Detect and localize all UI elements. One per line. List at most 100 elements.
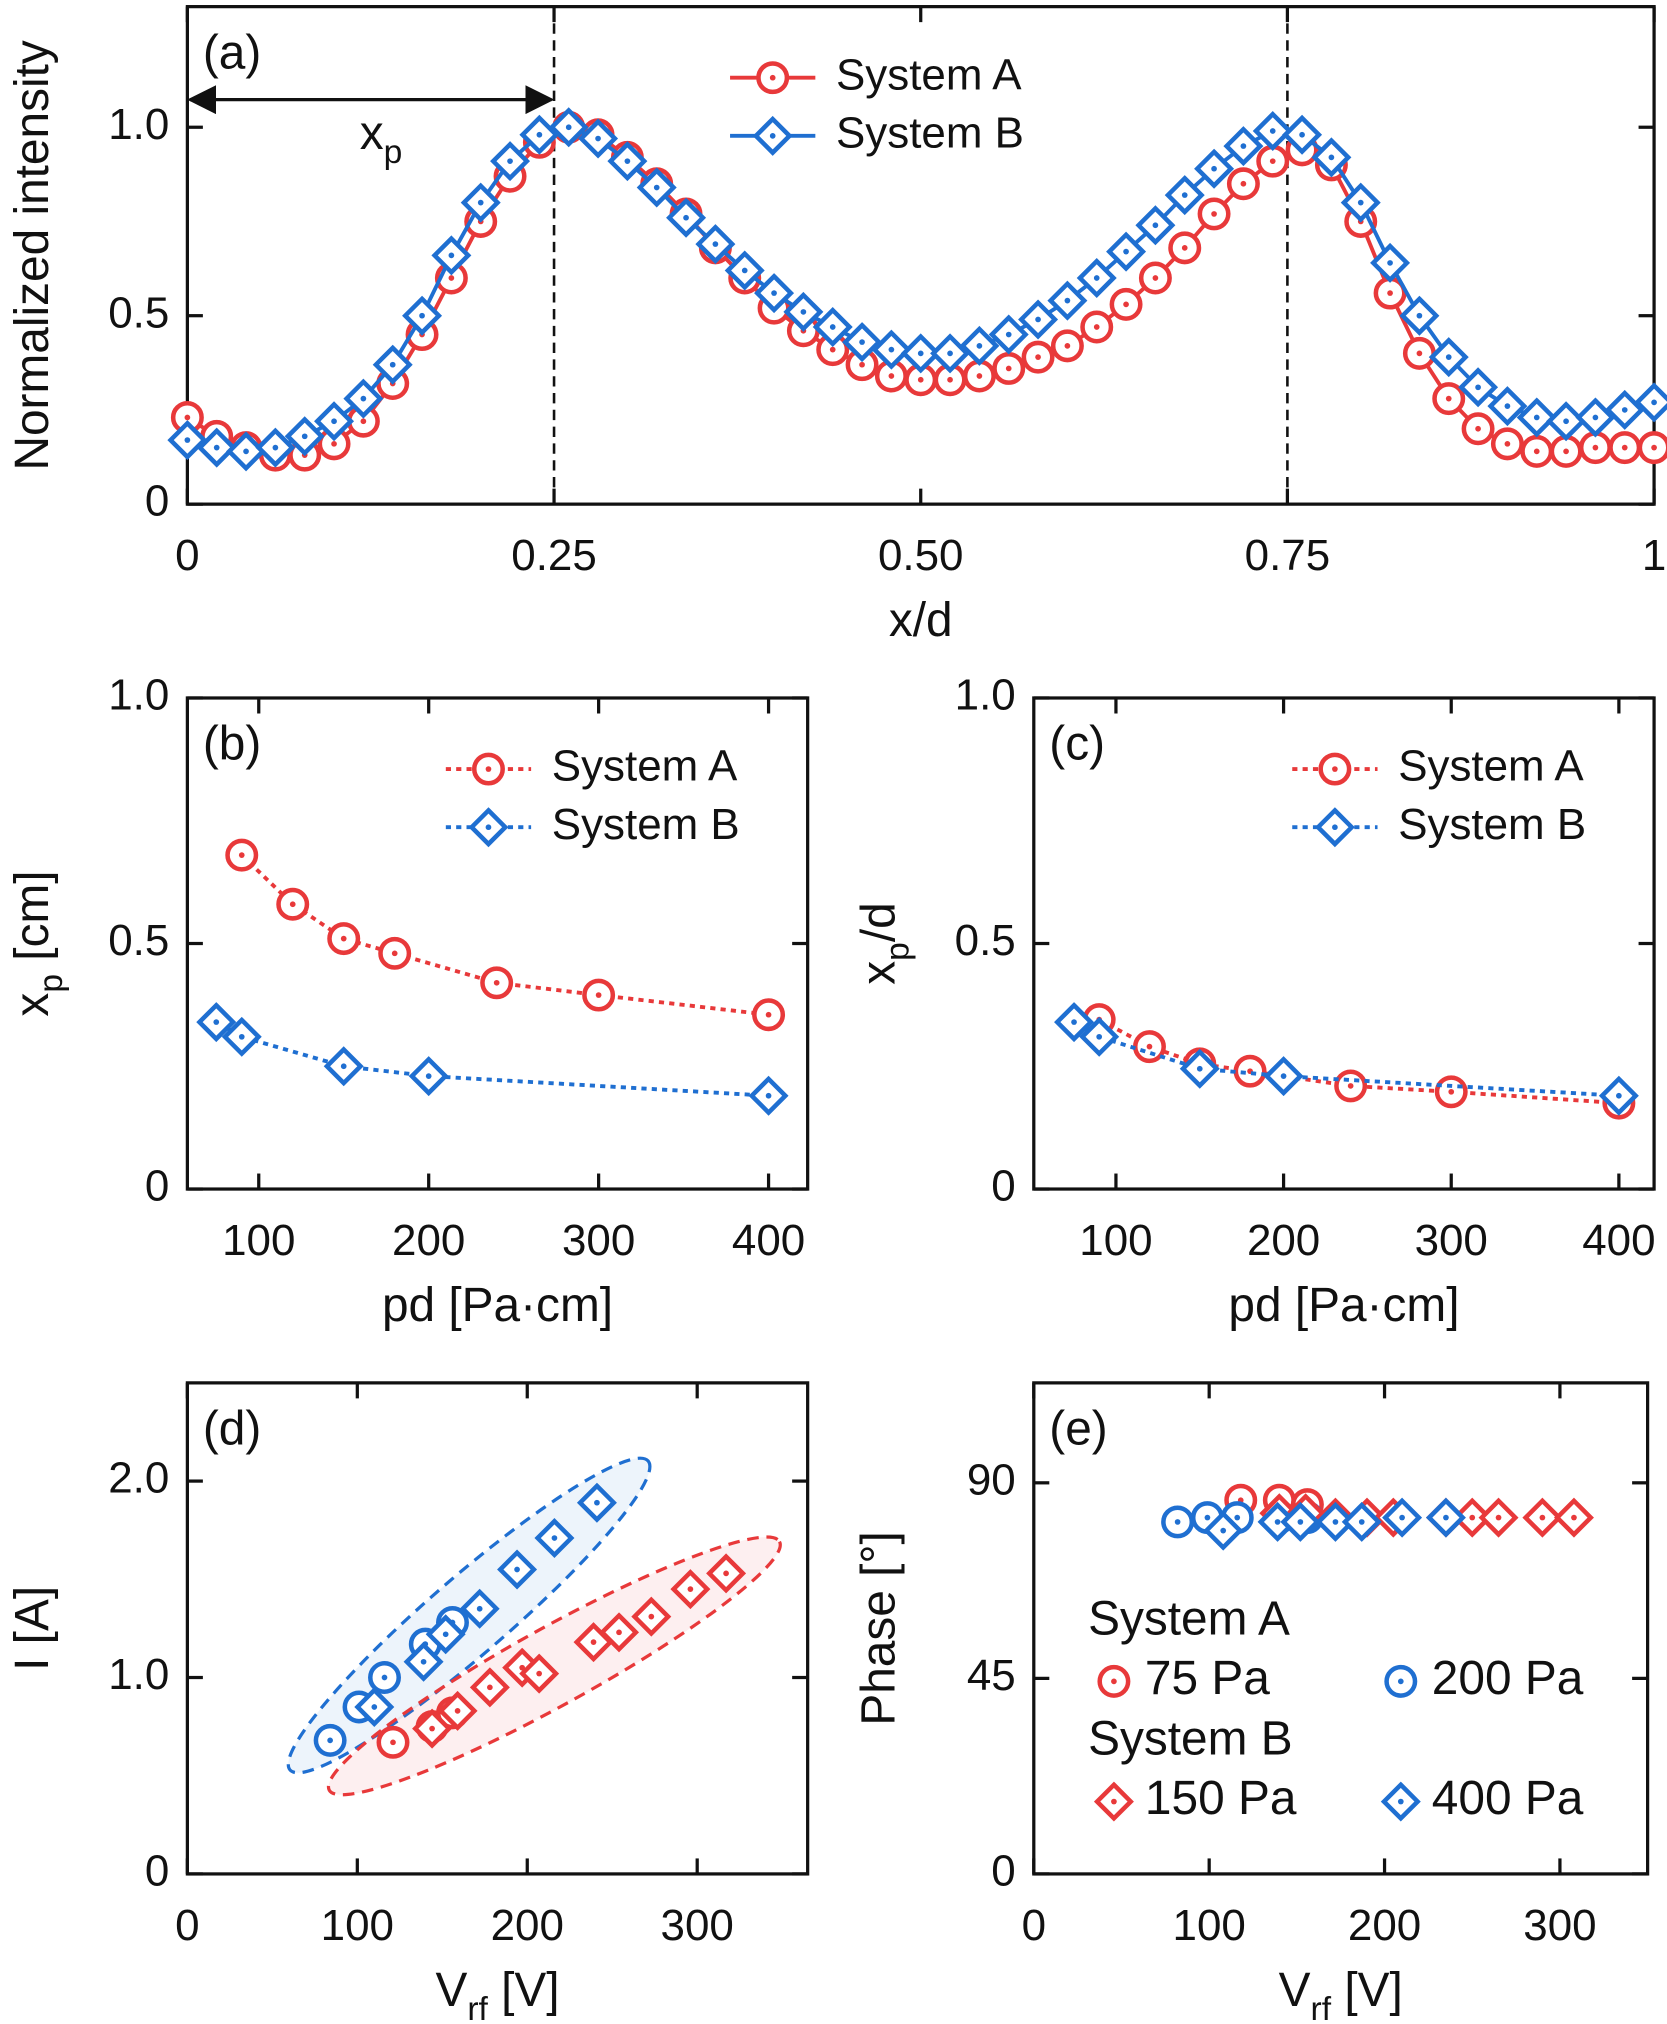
x-tick-label: 0.25 bbox=[511, 531, 597, 580]
marker bbox=[1093, 1781, 1134, 1822]
marker-dot bbox=[1539, 1514, 1546, 1521]
marker bbox=[519, 1653, 560, 1694]
x-axis-label: x/d bbox=[889, 594, 953, 647]
y-axis-label-part: I [A] bbox=[6, 1586, 59, 1671]
marker-dot bbox=[1299, 131, 1305, 138]
marker bbox=[1161, 1505, 1195, 1539]
marker-dot bbox=[1347, 1083, 1354, 1089]
marker-dot bbox=[1328, 154, 1335, 161]
marker bbox=[756, 61, 790, 95]
marker bbox=[1516, 397, 1557, 438]
marker-dot bbox=[683, 214, 689, 221]
marker bbox=[1341, 1501, 1382, 1542]
x-tick-label: 0 bbox=[1022, 1901, 1046, 1950]
marker bbox=[1168, 231, 1202, 265]
marker bbox=[1549, 434, 1583, 468]
x-tick-label: 300 bbox=[1523, 1901, 1596, 1950]
panel-label: (d) bbox=[203, 1403, 261, 1456]
marker-dot bbox=[1181, 192, 1188, 198]
marker bbox=[1487, 386, 1528, 427]
marker-dot bbox=[391, 950, 398, 957]
marker bbox=[752, 115, 793, 156]
legend-group-title: System A bbox=[1088, 1593, 1290, 1646]
marker bbox=[1233, 1054, 1267, 1088]
x-tick-label: 0.50 bbox=[878, 531, 964, 580]
marker bbox=[1434, 1075, 1468, 1109]
marker-dot bbox=[1093, 324, 1100, 330]
marker-dot bbox=[184, 437, 191, 443]
marker bbox=[519, 114, 560, 155]
y-tick-label: 0 bbox=[991, 1162, 1015, 1211]
marker-dot bbox=[1563, 448, 1569, 455]
marker-dot bbox=[454, 1708, 461, 1714]
x-tick-label: 400 bbox=[1582, 1216, 1655, 1265]
marker bbox=[534, 1518, 575, 1559]
marker bbox=[1637, 431, 1667, 465]
marker-dot bbox=[420, 1658, 427, 1665]
x-axis-label-part: x/d bbox=[889, 594, 953, 647]
y-axis-label-part: Normalized intensity bbox=[6, 40, 59, 470]
marker bbox=[167, 420, 208, 461]
marker-dot bbox=[1093, 275, 1100, 281]
marker-dot bbox=[419, 312, 425, 319]
marker bbox=[468, 807, 509, 848]
marker bbox=[1490, 427, 1524, 461]
marker-dot bbox=[536, 131, 543, 138]
marker bbox=[1109, 287, 1143, 321]
marker-dot bbox=[1504, 440, 1511, 447]
marker bbox=[1132, 1030, 1166, 1064]
legend-label: 75 Pa bbox=[1145, 1652, 1270, 1705]
y-axis-label: Phase [°] bbox=[852, 1531, 905, 1725]
marker-dot bbox=[1651, 444, 1657, 451]
marker bbox=[412, 1708, 453, 1749]
marker-dot bbox=[829, 324, 836, 330]
y-axis-label: Normalized intensity bbox=[6, 40, 59, 470]
marker bbox=[670, 1569, 711, 1610]
marker bbox=[1452, 1497, 1493, 1538]
y-axis-label-part: x bbox=[6, 993, 59, 1017]
marker-dot bbox=[1563, 418, 1569, 425]
marker-dot bbox=[1035, 354, 1041, 360]
plot-frame bbox=[185, 1381, 810, 1876]
legend-label: System B bbox=[1398, 800, 1586, 849]
marker bbox=[196, 1002, 237, 1043]
legend-label: System A bbox=[552, 742, 738, 791]
marker bbox=[1018, 299, 1059, 340]
marker-dot bbox=[1358, 1519, 1365, 1525]
marker-dot bbox=[1035, 316, 1041, 323]
y-tick-label: 2.0 bbox=[108, 1454, 169, 1503]
panel-label: (b) bbox=[203, 718, 261, 771]
annotation-part: x bbox=[360, 106, 384, 159]
marker-dot bbox=[1220, 1527, 1227, 1534]
x-tick-label: 0.75 bbox=[1245, 531, 1331, 580]
y-tick-label: 1.0 bbox=[108, 1650, 169, 1699]
marker-dot bbox=[442, 1631, 449, 1638]
marker-dot bbox=[1616, 1092, 1622, 1099]
marker bbox=[1223, 126, 1264, 167]
marker bbox=[1634, 382, 1667, 423]
y-axis-label-part: x bbox=[852, 961, 905, 985]
marker bbox=[459, 1588, 500, 1629]
marker bbox=[631, 1596, 672, 1637]
marker-dot bbox=[1387, 260, 1393, 266]
marker bbox=[1340, 182, 1381, 223]
marker-dot bbox=[1146, 1043, 1153, 1050]
panel-label: (a) bbox=[203, 26, 261, 79]
marker bbox=[1575, 397, 1616, 438]
marker-dot bbox=[1111, 1678, 1117, 1685]
marker-dot bbox=[1269, 128, 1276, 134]
marker-dot bbox=[493, 979, 500, 986]
marker-dot bbox=[1469, 1514, 1476, 1521]
y-axis-label-part: [cm] bbox=[6, 870, 59, 974]
x-axis-label-part: pd [Pa·cm] bbox=[1228, 1279, 1459, 1332]
x-tick-label: 300 bbox=[661, 1901, 734, 1950]
marker-dot bbox=[1269, 158, 1276, 165]
marker-dot bbox=[487, 1684, 493, 1691]
marker bbox=[1282, 114, 1323, 155]
marker bbox=[1546, 401, 1587, 442]
marker-dot bbox=[477, 199, 484, 206]
marker-dot bbox=[429, 1725, 435, 1732]
marker-dot bbox=[1475, 384, 1481, 391]
marker-dot bbox=[1071, 1019, 1077, 1025]
marker-dot bbox=[1332, 1519, 1339, 1525]
